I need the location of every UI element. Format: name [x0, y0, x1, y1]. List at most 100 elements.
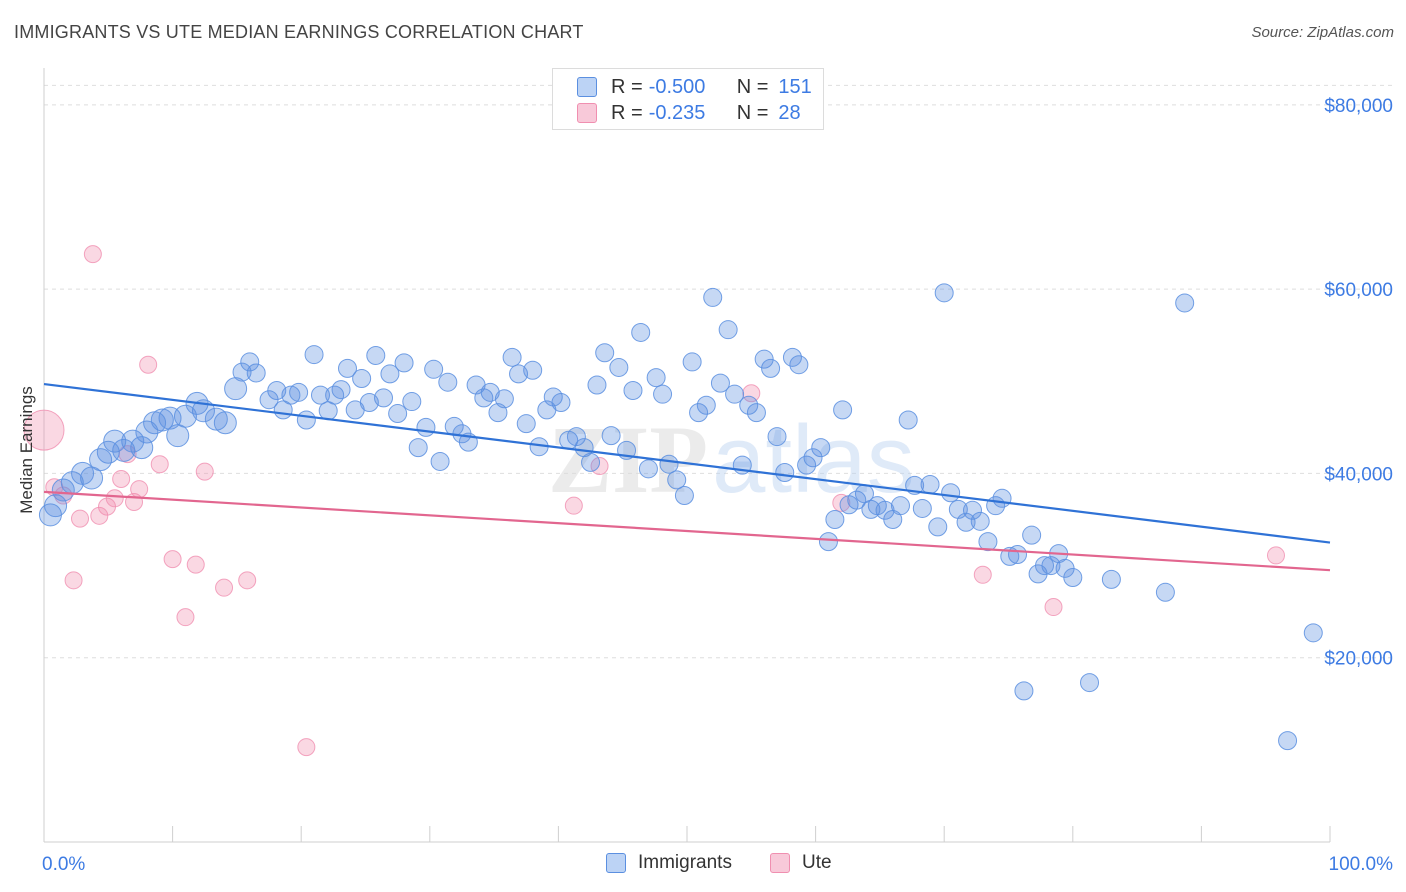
- immigrants-point: [761, 358, 781, 378]
- immigrants-point: [912, 498, 932, 518]
- immigrants-point: [970, 511, 990, 531]
- immigrants-trend-line: [43, 382, 1331, 544]
- immigrants-point: [725, 384, 745, 404]
- trend-lines: [43, 382, 1331, 572]
- immigrants-point: [956, 512, 976, 532]
- immigrants-point: [408, 438, 428, 458]
- immigrants-point: [623, 381, 643, 400]
- immigrants-point: [1303, 623, 1323, 643]
- ute-point: [564, 496, 583, 515]
- immigrants-point: [718, 320, 738, 340]
- immigrants-point: [1278, 731, 1298, 751]
- immigrants-point: [782, 347, 802, 367]
- immigrants-point: [304, 345, 324, 365]
- ute-trend-line: [43, 490, 1331, 572]
- immigrants-point: [789, 355, 809, 375]
- x-tick-label: 100.0%: [1329, 854, 1394, 875]
- ute-swatch: [770, 853, 790, 873]
- ute-point: [195, 462, 214, 481]
- chart-title: IMMIGRANTS VS UTE MEDIAN EARNINGS CORREL…: [14, 22, 584, 42]
- immigrants-point: [289, 382, 309, 402]
- immigrants-point: [352, 369, 372, 389]
- immigrants-point: [359, 392, 379, 412]
- immigrants-point: [739, 395, 759, 415]
- immigrants-point: [296, 410, 316, 430]
- n-label: N =: [736, 75, 769, 98]
- immigrants-point: [366, 345, 386, 365]
- immigrants-point: [310, 385, 330, 405]
- immigrants-point: [103, 429, 127, 453]
- immigrants-point: [890, 496, 910, 516]
- immigrants-point: [388, 404, 408, 424]
- immigrants-point: [601, 426, 621, 446]
- immigrants-point: [166, 424, 190, 448]
- ute-point: [238, 571, 257, 590]
- immigrants-point: [380, 364, 400, 384]
- ute-point: [83, 245, 102, 264]
- immigrants-point: [674, 486, 694, 506]
- ute-point: [297, 738, 316, 757]
- immigrants-point: [551, 392, 571, 412]
- ute-point: [186, 555, 205, 574]
- y-axis-label: Median Earnings: [17, 386, 36, 514]
- immigrants-point: [394, 353, 414, 373]
- stats-legend: R = -0.500 N = 151 R = -0.235 N = 28: [552, 68, 824, 130]
- ute-point: [215, 578, 234, 597]
- immigrants-point: [374, 388, 394, 408]
- r-value: -0.235: [648, 101, 706, 124]
- legend-label-ute: Ute: [802, 852, 832, 873]
- immigrants-point: [1014, 681, 1034, 701]
- immigrants-point: [240, 352, 260, 372]
- y-tick-label: $60,000: [1324, 280, 1393, 301]
- immigrants-point: [595, 343, 615, 363]
- immigrants-point: [246, 363, 266, 383]
- n-value: 151: [778, 75, 812, 98]
- axes: [43, 68, 1331, 843]
- ute-point: [150, 455, 169, 474]
- immigrants-point: [337, 358, 357, 378]
- immigrants-point: [1022, 525, 1042, 545]
- immigrants-point: [992, 488, 1012, 508]
- y-tick-label: $80,000: [1324, 96, 1393, 117]
- immigrants-point: [173, 404, 197, 428]
- immigrants-point: [80, 466, 104, 490]
- source-label: Source: ZipAtlas.com: [1251, 24, 1394, 41]
- immigrants-point: [928, 517, 948, 537]
- immigrants-point: [204, 407, 228, 431]
- immigrants-point: [112, 438, 136, 462]
- ute-point: [71, 509, 90, 528]
- immigrants-point: [424, 359, 444, 379]
- immigrants-swatch: [606, 853, 626, 873]
- immigrants-point: [267, 381, 287, 400]
- legend-item-ute: Ute: [770, 852, 832, 874]
- immigrants-point: [609, 357, 629, 377]
- immigrants-point: [281, 385, 301, 405]
- immigrants-point: [516, 414, 536, 434]
- immigrants-point: [566, 427, 586, 447]
- immigrants-point: [474, 388, 494, 408]
- immigrants-point: [587, 375, 607, 395]
- immigrants-point: [818, 532, 838, 552]
- immigrants-point: [523, 360, 543, 380]
- immigrants-point: [833, 400, 853, 420]
- y-tick-label: $40,000: [1324, 464, 1393, 485]
- immigrants-point: [402, 392, 422, 412]
- r-label: R =: [611, 75, 643, 98]
- immigrants-point: [1035, 556, 1055, 576]
- immigrants-point: [667, 470, 687, 490]
- immigrants-point: [430, 451, 450, 471]
- immigrants-point: [325, 385, 345, 405]
- immigrants-point: [1155, 582, 1175, 602]
- immigrants-point: [1063, 568, 1083, 588]
- ute-point: [163, 550, 182, 569]
- immigrants-point: [941, 483, 961, 503]
- r-value: -0.500: [648, 75, 706, 98]
- immigrants-point: [631, 322, 651, 342]
- immigrants-point: [638, 459, 658, 479]
- immigrants-point: [847, 490, 867, 510]
- ute-point: [1044, 598, 1063, 617]
- legend-item-immigrants: Immigrants: [606, 852, 732, 874]
- ute-point: [64, 571, 83, 590]
- ute-point: [742, 384, 761, 403]
- immigrants-point: [861, 499, 881, 519]
